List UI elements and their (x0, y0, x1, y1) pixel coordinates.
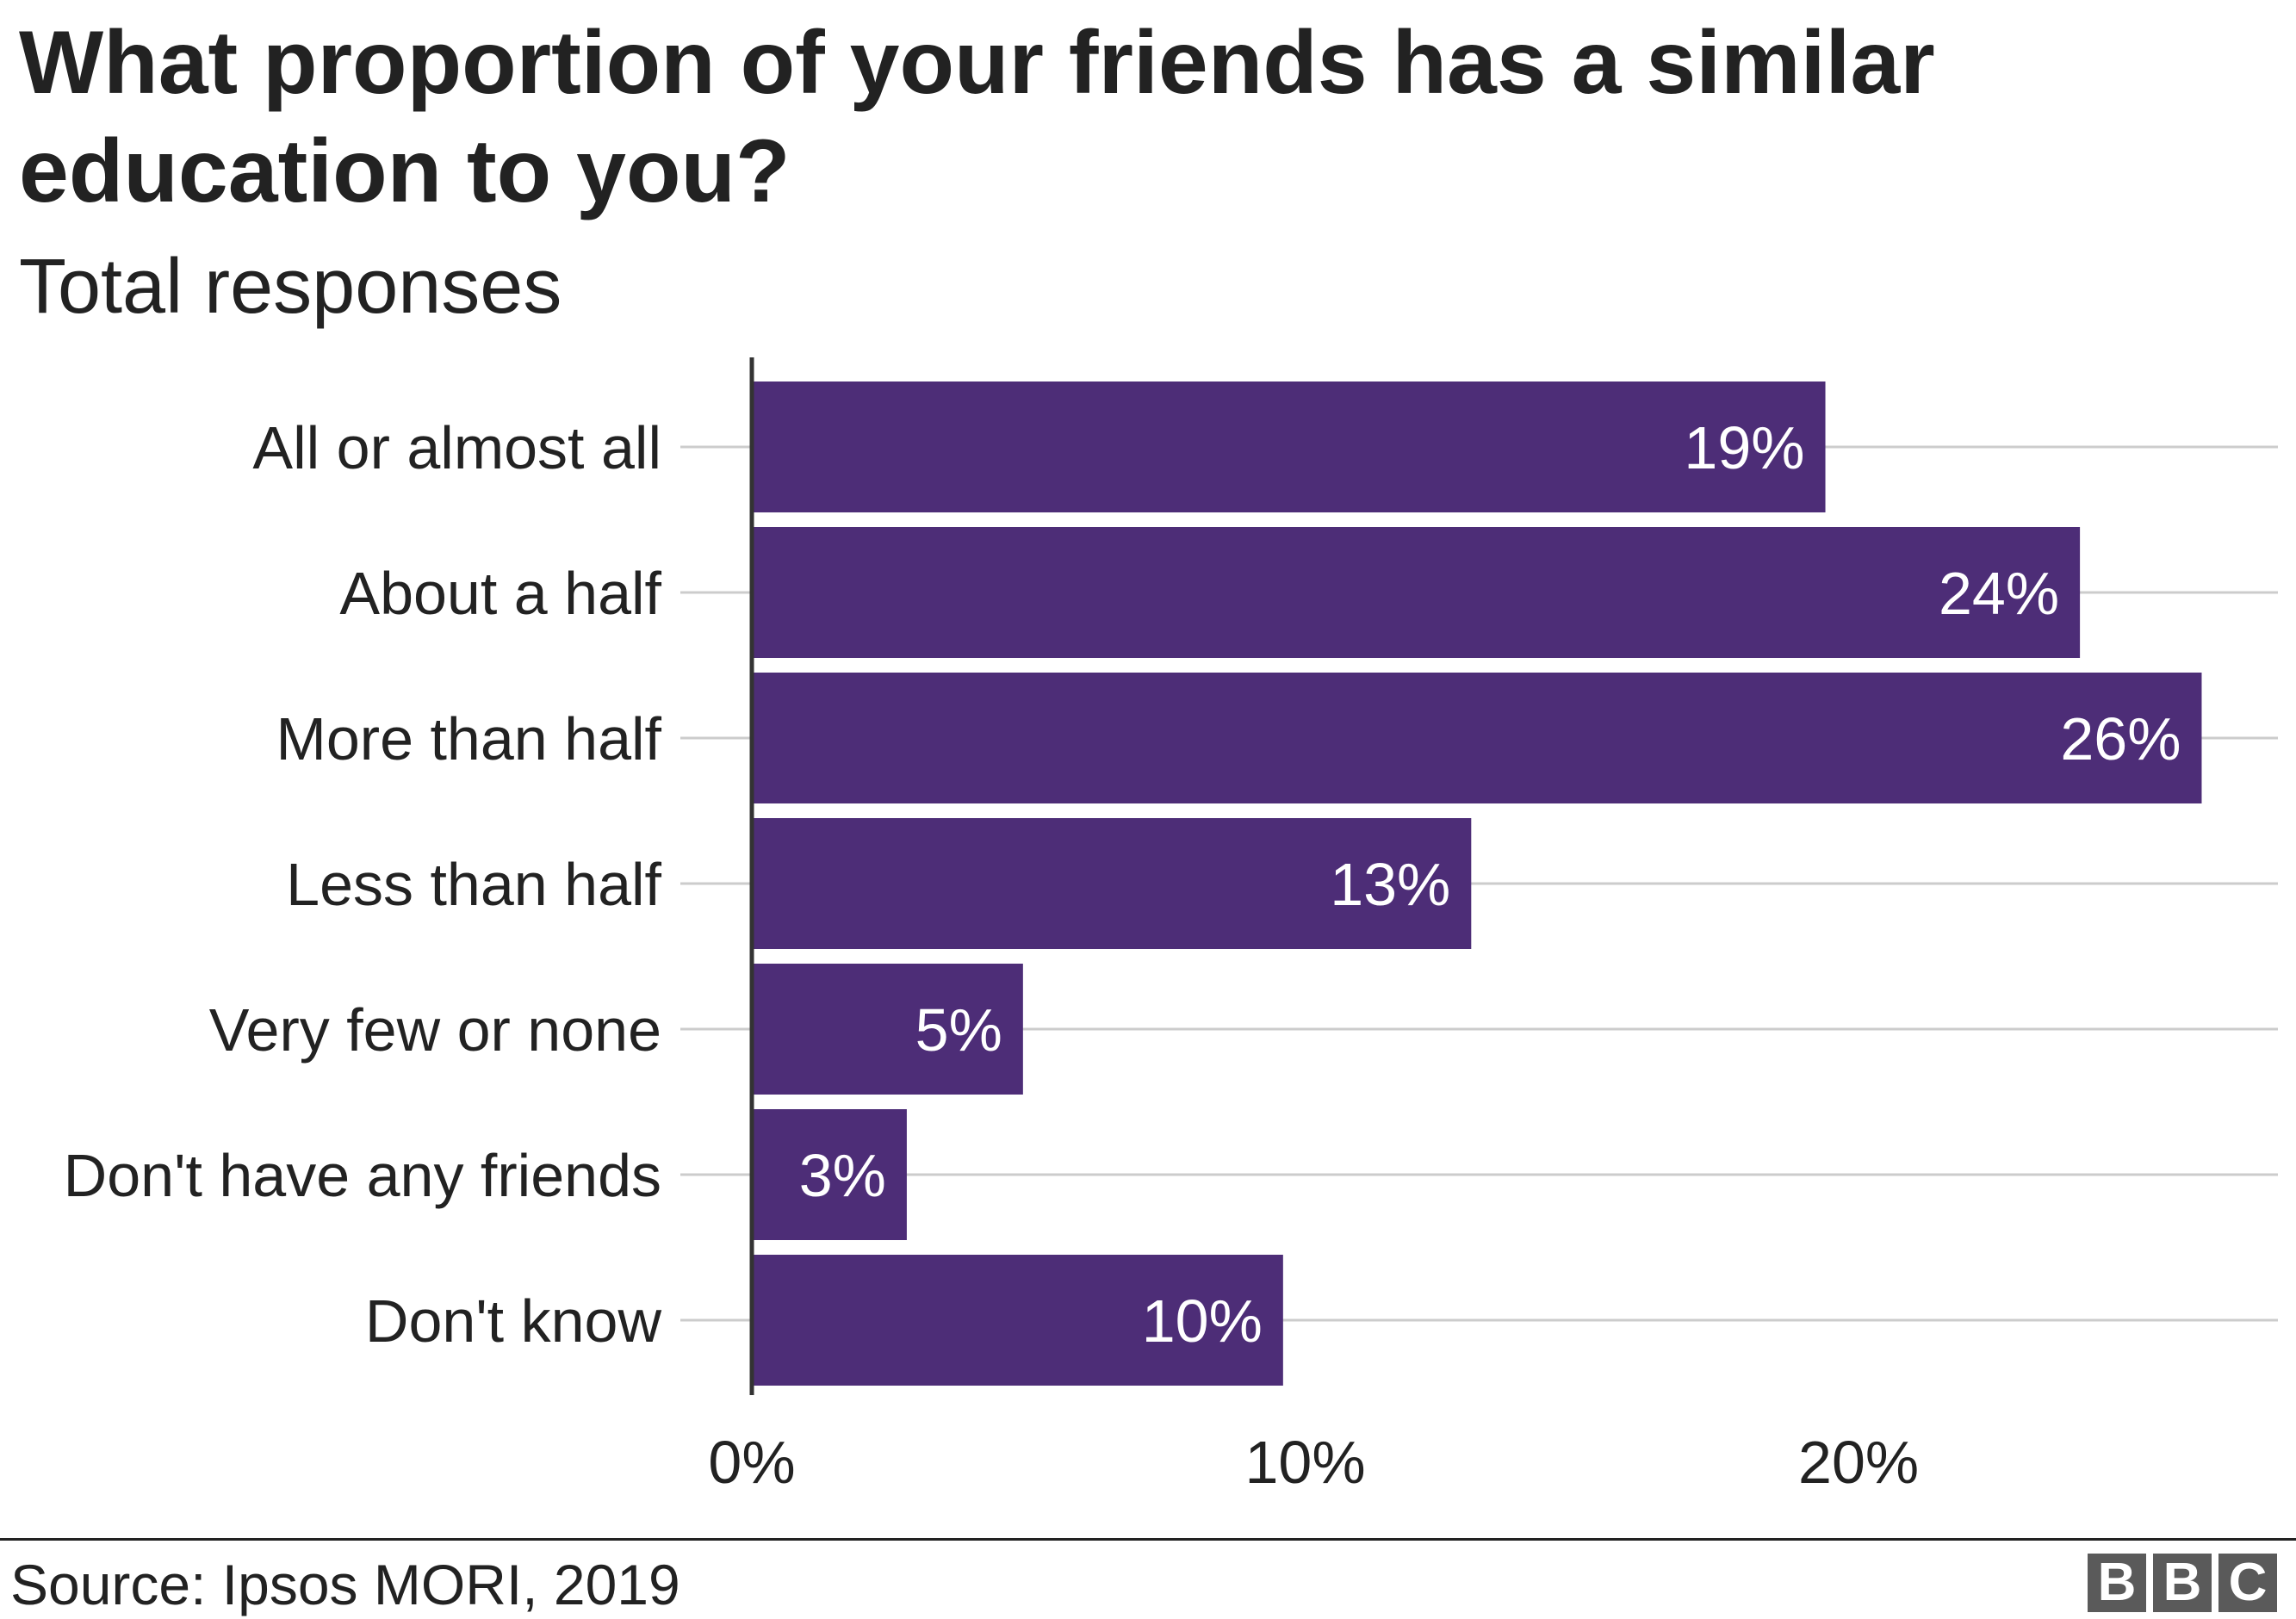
category-label: About a half (339, 560, 661, 627)
bar (752, 964, 1023, 1095)
value-label: 19% (1684, 414, 1804, 481)
x-tick-label: 20% (1798, 1429, 1919, 1496)
bar (752, 1255, 1283, 1386)
category-label: Less than half (286, 851, 661, 918)
value-label: 5% (915, 996, 1002, 1064)
value-label: 26% (2060, 705, 2181, 772)
bar (752, 673, 2202, 803)
logo-letter: C (2218, 1554, 2277, 1612)
category-label: All or almost all (252, 414, 661, 481)
value-label: 10% (1142, 1287, 1263, 1355)
category-label: Very few or none (209, 996, 661, 1064)
x-axis-ticks: 0% 10% 20% (708, 1429, 1919, 1496)
bar (752, 381, 1826, 512)
chart-title: What proportion of your friends has a si… (19, 13, 1935, 221)
chart-subtitle: Total responses (19, 244, 562, 330)
logo-letter: B (2153, 1554, 2212, 1612)
bar (752, 527, 2081, 658)
bar (752, 1109, 907, 1240)
value-label: 13% (1330, 851, 1450, 918)
category-label: More than half (276, 705, 662, 772)
value-label: 24% (1939, 560, 2059, 627)
x-tick-label: 0% (708, 1429, 795, 1496)
category-labels: All or almost all About a half More than h… (64, 414, 662, 1355)
category-label: Don't have any friends (64, 1142, 661, 1209)
value-labels: 19% 24% 26% 13% 5% 3% 10% (799, 414, 2181, 1355)
bars (752, 381, 2202, 1386)
x-tick-label: 10% (1244, 1429, 1365, 1496)
bar (752, 818, 1472, 949)
category-label: Don't know (365, 1287, 662, 1355)
bbc-logo: B B C (2088, 1554, 2277, 1612)
footer-divider (0, 1538, 2296, 1541)
value-label: 3% (799, 1142, 886, 1209)
plot-area: All or almost all About a half More than h… (64, 357, 2278, 1496)
logo-letter: B (2088, 1554, 2146, 1612)
source-note: Source: Ipsos MORI, 2019 (10, 1553, 680, 1616)
